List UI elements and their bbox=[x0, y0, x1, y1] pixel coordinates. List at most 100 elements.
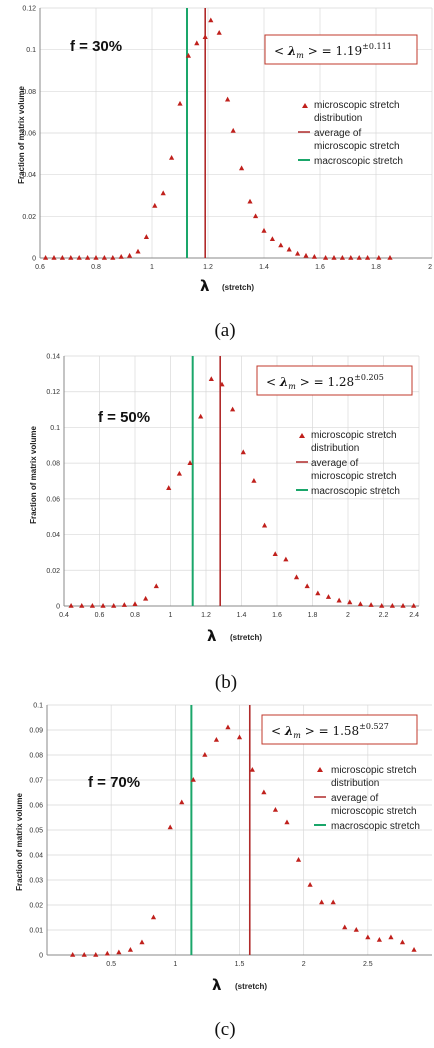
data-point-b-27 bbox=[357, 601, 364, 607]
legend-item-a-1: microscopic stretch bbox=[314, 100, 400, 111]
data-point-a-13 bbox=[152, 202, 158, 208]
x-tick-label-b-0: 0.4 bbox=[59, 612, 69, 619]
data-point-a-41 bbox=[387, 255, 393, 260]
grid-a bbox=[39, 7, 433, 259]
y-tick-labels-b: 0 0.02 0.04 0.06 0.08 0.1 0.12 0.14 bbox=[46, 354, 60, 611]
data-points-c bbox=[70, 724, 417, 957]
data-point-a-19 bbox=[202, 34, 208, 39]
legend-item-b-1: microscopic stretch bbox=[311, 430, 397, 441]
data-point-c-14 bbox=[236, 734, 243, 740]
data-point-c-17 bbox=[272, 807, 279, 812]
y-tick-label-b-6: 0.12 bbox=[46, 389, 60, 396]
annotation-a: < λm > = 1.19±0.111 bbox=[274, 42, 392, 60]
annotation-box-b bbox=[256, 365, 413, 396]
data-point-b-19 bbox=[272, 551, 278, 557]
data-point-a-34 bbox=[323, 255, 329, 260]
data-point-c-6 bbox=[139, 939, 145, 945]
legend-item-b-3: average of bbox=[311, 458, 358, 469]
data-point-c-27 bbox=[388, 934, 394, 940]
data-point-b-26 bbox=[347, 599, 353, 605]
legend-b: microscopic stretch distribution average… bbox=[296, 430, 400, 497]
data-point-a-27 bbox=[261, 227, 267, 233]
fraction-label-b: f = 50% bbox=[98, 409, 150, 426]
x-tick-label-b-4: 1.2 bbox=[201, 612, 211, 619]
y-tick-label-a-3: 0.06 bbox=[22, 131, 36, 138]
legend-item-a-4: microscopic stretch bbox=[314, 141, 400, 152]
data-point-c-22 bbox=[330, 899, 336, 905]
y-tick-label-b-5: 0.1 bbox=[50, 425, 60, 432]
data-point-c-29 bbox=[411, 947, 417, 952]
y-tick-label-a-5: 0.1 bbox=[26, 47, 36, 54]
legend-item-c-3: average of bbox=[331, 793, 378, 804]
legend-item-a-2: distribution bbox=[314, 113, 362, 124]
x-tick-label-c-0: 0.5 bbox=[106, 961, 116, 968]
data-point-a-30 bbox=[286, 246, 292, 252]
x-tick-label-b-3: 1 bbox=[169, 612, 173, 619]
data-point-b-29 bbox=[379, 603, 385, 608]
y-tick-label-c-10: 0.1 bbox=[33, 703, 43, 710]
data-point-c-0 bbox=[70, 952, 76, 957]
y-tick-label-b-3: 0.06 bbox=[46, 496, 60, 503]
data-point-b-0 bbox=[68, 603, 74, 608]
y-tick-label-a-0: 0 bbox=[32, 256, 36, 263]
data-point-b-9 bbox=[166, 485, 172, 490]
data-point-b-15 bbox=[230, 406, 236, 412]
data-point-b-12 bbox=[198, 413, 204, 419]
panel-b: 0 0.02 0.04 0.06 0.08 0.1 0.12 0.14 0.4 0.6 0.8 1 1… bbox=[29, 354, 420, 693]
legend-marker-triangle-a bbox=[302, 103, 308, 108]
x-tick-label-b-5: 1.4 bbox=[237, 612, 247, 619]
data-point-c-21 bbox=[319, 899, 325, 905]
y-tick-label-a-4: 0.08 bbox=[22, 89, 36, 96]
y-tick-label-c-3: 0.03 bbox=[29, 878, 43, 885]
y-tick-label-a-6: 0.12 bbox=[22, 6, 36, 13]
data-point-a-20 bbox=[208, 17, 214, 23]
data-point-a-37 bbox=[348, 255, 354, 260]
data-point-b-20 bbox=[283, 556, 289, 562]
x-tick-labels-c: 0.5 1 1.5 2 2.5 bbox=[106, 961, 373, 968]
data-point-a-38 bbox=[356, 255, 362, 260]
data-point-c-10 bbox=[190, 777, 196, 782]
data-point-a-6 bbox=[93, 255, 99, 260]
fraction-label-c: f = 70% bbox=[88, 774, 140, 791]
data-point-c-12 bbox=[213, 737, 219, 742]
data-point-b-2 bbox=[89, 603, 95, 608]
annotation-box-c bbox=[261, 714, 418, 745]
x-axis-unit-b: (stretch) bbox=[230, 633, 262, 642]
y-tick-label-b-7: 0.14 bbox=[46, 354, 60, 361]
annotation-c: < λm > = 1.58±0.527 bbox=[271, 722, 389, 740]
data-point-c-5 bbox=[127, 947, 134, 952]
x-axis-unit-c: (stretch) bbox=[235, 982, 267, 991]
data-point-a-4 bbox=[76, 255, 82, 260]
axes-c bbox=[46, 705, 432, 956]
data-point-a-31 bbox=[295, 250, 301, 256]
y-tick-labels-a: 0 0.02 0.04 0.06 0.08 0.1 0.12 bbox=[22, 6, 36, 263]
legend-item-b-5: macroscopic stretch bbox=[311, 486, 400, 497]
data-point-a-23 bbox=[230, 127, 236, 133]
legend-a: microscopic stretch distribution average… bbox=[298, 100, 403, 167]
grid-c bbox=[47, 704, 432, 956]
panel-c: 0 0.01 0.02 0.03 0.04 0.05 0.06 0.07 0.08 0.09 0.1… bbox=[15, 703, 432, 1040]
data-point-a-9 bbox=[118, 253, 124, 259]
y-tick-label-c-2: 0.02 bbox=[29, 903, 43, 910]
x-tick-label-a-6: 1.8 bbox=[371, 264, 381, 271]
data-point-c-23 bbox=[342, 924, 348, 930]
data-point-c-1 bbox=[81, 952, 87, 957]
data-point-a-1 bbox=[51, 255, 57, 260]
data-point-c-7 bbox=[150, 914, 157, 920]
legend-item-b-2: distribution bbox=[311, 443, 359, 454]
y-tick-label-c-1: 0.01 bbox=[29, 928, 43, 935]
data-point-a-17 bbox=[185, 52, 191, 58]
y-tick-label-c-6: 0.06 bbox=[29, 803, 43, 810]
y-tick-label-b-2: 0.04 bbox=[46, 532, 60, 539]
x-tick-label-b-10: 2.4 bbox=[409, 612, 419, 619]
legend-item-a-3: average of bbox=[314, 128, 361, 139]
x-tick-label-b-2: 0.8 bbox=[130, 612, 140, 619]
data-point-b-1 bbox=[79, 603, 85, 608]
caption-b: (b) bbox=[215, 672, 237, 693]
data-point-b-16 bbox=[240, 449, 246, 455]
fraction-label-a: f = 30% bbox=[70, 38, 122, 55]
data-point-b-10 bbox=[176, 470, 182, 476]
x-tick-labels-b: 0.4 0.6 0.8 1 1.2 1.4 1.6 1.8 2 2.2 2.4 bbox=[59, 612, 419, 619]
x-tick-label-a-5: 1.6 bbox=[315, 264, 325, 271]
